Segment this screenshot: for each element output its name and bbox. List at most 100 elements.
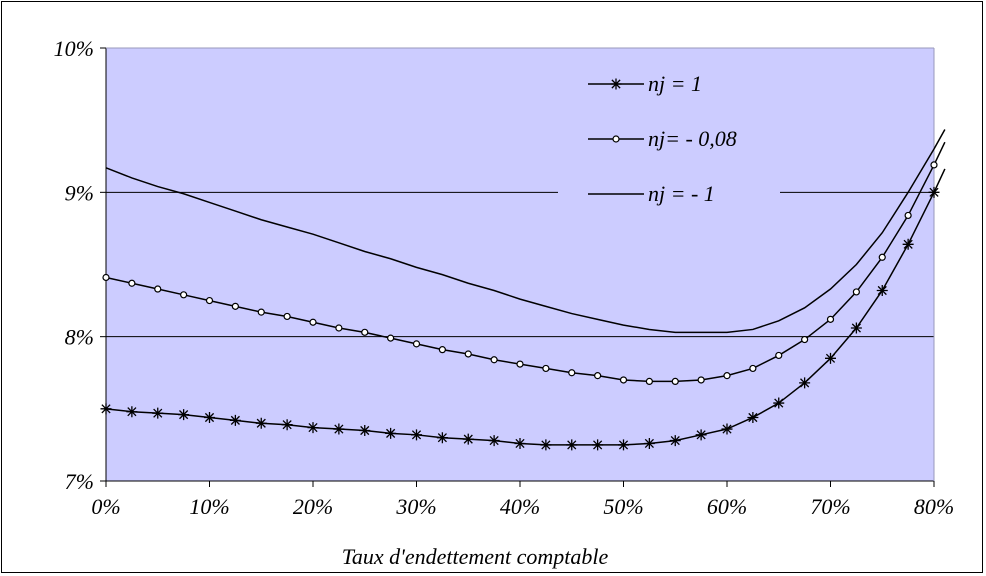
circle-marker	[361, 328, 369, 336]
legend-label: nj = 1	[648, 71, 702, 96]
circle-marker	[826, 315, 835, 323]
x-tick-label: 70%	[810, 494, 850, 519]
circle-marker	[490, 356, 498, 364]
circle-marker	[231, 302, 239, 310]
x-tick-labels: 0% 10% 20% 30% 40% 50% 60% 70% 80%	[91, 494, 954, 519]
legend-item: nj= - 0,08	[588, 126, 737, 151]
asterisk-marker	[928, 186, 940, 198]
asterisk-marker	[229, 414, 241, 426]
asterisk-marker	[359, 424, 371, 436]
asterisk-marker	[695, 429, 707, 441]
circle-marker	[612, 135, 620, 143]
asterisk-marker	[643, 437, 655, 449]
asterisk-marker	[514, 437, 526, 449]
x-tick-label: 10%	[189, 494, 229, 519]
asterisk-marker	[411, 429, 422, 441]
circle-marker	[878, 253, 886, 261]
asterisk-marker	[385, 427, 397, 439]
asterisk-marker	[281, 419, 293, 431]
circle-marker	[749, 364, 757, 373]
asterisk-marker	[799, 377, 811, 389]
circle-marker	[568, 369, 576, 377]
asterisk-marker	[204, 411, 215, 423]
series-group	[100, 129, 946, 451]
asterisk-marker	[488, 435, 500, 447]
asterisk-marker	[540, 439, 552, 451]
asterisk-marker	[592, 439, 604, 451]
series	[102, 141, 946, 386]
y-tick-labels: 7% 8% 9% 10%	[54, 36, 94, 494]
series-line	[105, 129, 946, 334]
circle-marker	[128, 279, 136, 287]
circle-marker	[594, 372, 602, 380]
x-tick-label: 40%	[500, 494, 540, 519]
circle-marker	[645, 377, 653, 386]
circle-marker	[387, 334, 395, 342]
circle-marker	[904, 211, 912, 220]
gridlines	[106, 191, 934, 338]
asterisk-marker	[333, 423, 345, 435]
x-tick-label: 60%	[707, 494, 747, 519]
circle-marker	[180, 291, 188, 299]
circle-marker	[102, 273, 110, 282]
series-line	[105, 141, 946, 383]
x-tick-label: 30%	[395, 494, 436, 519]
circle-marker	[775, 351, 783, 360]
legend-label: nj = - 1	[648, 181, 715, 206]
circle-marker	[852, 288, 860, 296]
x-tick-label: 50%	[603, 494, 643, 519]
asterisk-marker	[669, 435, 681, 447]
y-tick-label: 8%	[65, 325, 94, 350]
circle-marker	[154, 285, 162, 293]
y-tick-label: 9%	[65, 180, 94, 205]
circle-marker	[205, 296, 214, 305]
circle-marker	[257, 308, 265, 316]
asterisk-marker	[178, 409, 190, 421]
axes	[100, 47, 935, 487]
asterisk-marker	[850, 322, 862, 334]
asterisk-marker	[566, 439, 578, 451]
legend-item: nj = 1	[588, 71, 702, 96]
circle-marker	[619, 376, 628, 384]
asterisk-marker	[255, 417, 267, 429]
asterisk-marker	[436, 432, 448, 444]
asterisk-marker	[773, 397, 785, 409]
asterisk-marker	[152, 407, 164, 419]
asterisk-marker	[126, 406, 138, 418]
circle-marker	[671, 377, 679, 386]
asterisk-marker	[902, 238, 914, 250]
asterisk-marker	[462, 433, 474, 445]
legend: nj = 1 nj= - 0,08 nj = - 1	[558, 57, 780, 222]
x-axis-title: Taux d'endettement comptable	[342, 544, 609, 569]
plot-area	[106, 48, 934, 481]
circle-marker	[516, 360, 524, 368]
circle-marker	[438, 346, 446, 354]
asterisk-marker	[721, 423, 733, 435]
series	[100, 168, 946, 451]
series-line	[105, 168, 946, 446]
circle-marker	[697, 376, 705, 384]
y-tick-label: 10%	[54, 36, 94, 61]
asterisk-marker	[618, 439, 629, 451]
asterisk-marker	[876, 284, 888, 296]
circle-marker	[464, 350, 472, 358]
y-tick-label: 7%	[65, 469, 94, 494]
asterisk-marker	[747, 411, 759, 423]
circle-marker	[335, 324, 343, 332]
x-tick-label: 0%	[91, 494, 120, 519]
x-tick-label: 80%	[914, 494, 954, 519]
circle-marker	[542, 364, 550, 373]
circle-marker	[801, 335, 809, 344]
asterisk-marker	[100, 403, 112, 415]
circle-marker	[283, 312, 291, 321]
legend-item: nj = - 1	[588, 181, 715, 206]
series	[105, 129, 946, 334]
asterisk-marker	[610, 78, 622, 90]
asterisk-marker	[825, 352, 836, 364]
circle-marker	[723, 372, 731, 380]
x-tick-label: 20%	[293, 494, 333, 519]
circle-marker	[930, 161, 938, 169]
circle-marker	[412, 340, 421, 348]
